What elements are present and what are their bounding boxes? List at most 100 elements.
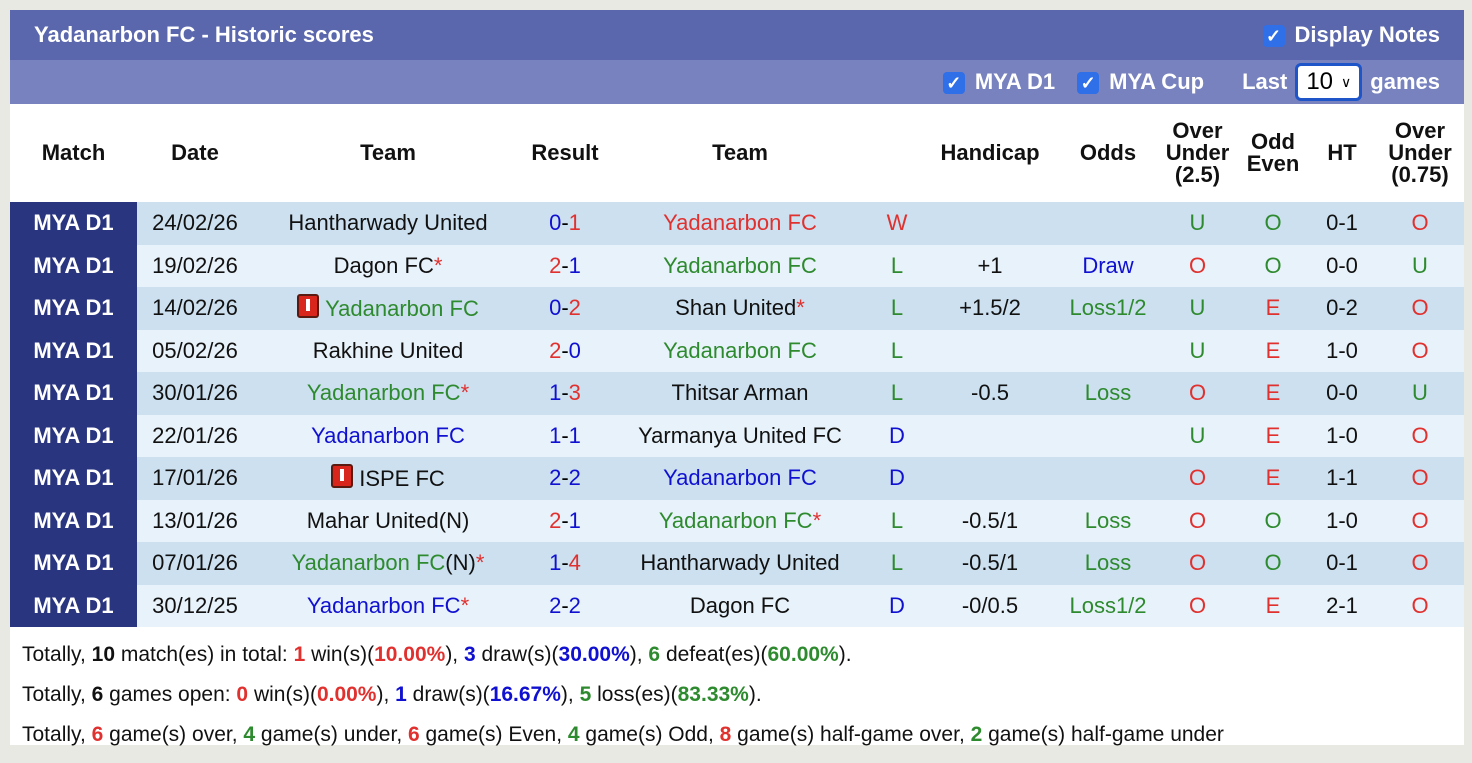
home-team-name[interactable]: Yadanarbon FC	[306, 380, 461, 406]
over-under-075: O	[1376, 287, 1464, 330]
ou2-value: O	[1411, 465, 1429, 491]
win-loss-value: L	[890, 337, 904, 363]
win-loss: D	[873, 584, 921, 627]
away-team-name[interactable]: Shan United	[675, 295, 797, 321]
odd-even: E	[1238, 372, 1308, 415]
result[interactable]: 1-3	[523, 372, 607, 415]
home-score[interactable]: 0	[549, 295, 562, 321]
half-time-score: 0-0	[1308, 244, 1376, 287]
home-score[interactable]: 2	[549, 337, 562, 363]
over-under-25: U	[1157, 202, 1238, 245]
summary-segment: draw(s)(	[406, 683, 490, 706]
away-score[interactable]: 2	[568, 295, 581, 321]
home-score[interactable]: 1	[549, 422, 562, 448]
home-score[interactable]: 2	[549, 507, 562, 533]
away-score[interactable]: 1	[568, 210, 581, 236]
summary-segment: ).	[748, 683, 762, 706]
home-team-name[interactable]: Yadanarbon FC	[306, 592, 461, 618]
checkbox-checked-icon[interactable]: ✓	[1077, 72, 1100, 95]
away-team-name[interactable]: Dagon FC	[689, 592, 791, 618]
checkbox-checked-icon[interactable]: ✓	[1262, 25, 1285, 48]
match-league[interactable]: MYA D1	[10, 542, 137, 585]
result[interactable]: 2-1	[523, 244, 607, 287]
filter-label: MYA Cup	[1109, 69, 1205, 94]
filter-mya-d1[interactable]: ✓ MYA D1	[942, 69, 1055, 95]
odds-result	[1059, 329, 1157, 372]
odd-even: O	[1238, 202, 1308, 245]
home-team-name[interactable]: Hantharwady United	[288, 210, 488, 236]
away-team-name[interactable]: Yadanarbon FC	[663, 337, 817, 363]
games-count-select[interactable]: 10 ∨	[1295, 63, 1363, 101]
home-score[interactable]: 1	[549, 380, 562, 406]
table-row: MYA D1 17/01/26 ISPE FC 2-2 Yadanarbon F…	[10, 457, 1464, 500]
home-team-name[interactable]: Yadanarbon FC	[325, 296, 479, 322]
win-loss-value: L	[890, 252, 904, 278]
match-league[interactable]: MYA D1	[10, 202, 137, 245]
star-marker: *	[460, 592, 470, 618]
historic-scores-panel: Yadanarbon FC - Historic scores ✓ Display…	[10, 10, 1464, 746]
column-header: Team	[360, 140, 416, 165]
win-loss-value: D	[889, 592, 905, 618]
handicap	[921, 457, 1059, 500]
oe-value: E	[1265, 422, 1281, 448]
result[interactable]: 2-2	[523, 584, 607, 627]
result[interactable]: 2-2	[523, 457, 607, 500]
match-league[interactable]: MYA D1	[10, 414, 137, 457]
home-team-name[interactable]: Dagon FC	[333, 252, 434, 278]
odds-value: Loss1/2	[1069, 592, 1147, 618]
away-score[interactable]: 4	[568, 550, 581, 576]
match-league[interactable]: MYA D1	[10, 584, 137, 627]
half-time-score: 1-0	[1308, 414, 1376, 457]
away-score[interactable]: 2	[568, 465, 581, 491]
match-league[interactable]: MYA D1	[10, 244, 137, 287]
result[interactable]: 2-1	[523, 499, 607, 542]
match-league[interactable]: MYA D1	[10, 457, 137, 500]
away-score[interactable]: 0	[568, 337, 581, 363]
home-team-name[interactable]: Rakhine United	[312, 337, 464, 363]
match-league[interactable]: MYA D1	[10, 287, 137, 330]
home-team-name[interactable]: Yadanarbon FC	[291, 550, 446, 576]
home-team-name[interactable]: Yadanarbon FC	[311, 422, 465, 448]
away-team-name[interactable]: Yadanarbon FC	[663, 465, 817, 491]
away-team-name[interactable]: Thitsar Arman	[671, 380, 809, 406]
result[interactable]: 2-0	[523, 329, 607, 372]
result[interactable]: 0-1	[523, 202, 607, 245]
over-under-075: O	[1376, 457, 1464, 500]
home-team: Yadanarbon FC*	[253, 584, 523, 627]
home-team: ISPE FC	[253, 457, 523, 500]
home-team-name[interactable]: Mahar United(N)	[306, 507, 470, 533]
away-team-name[interactable]: Yadanarbon FC	[658, 507, 813, 533]
filter-bar: ✓ MYA D1 ✓ MYA Cup Last 10 ∨ games	[10, 60, 1464, 104]
display-notes-toggle[interactable]: ✓ Display Notes	[1262, 22, 1440, 48]
away-score[interactable]: 3	[568, 380, 581, 406]
result[interactable]: 0-2	[523, 287, 607, 330]
away-team-name[interactable]: Yadanarbon FC	[663, 252, 817, 278]
away-score[interactable]: 1	[568, 507, 581, 533]
home-score[interactable]: 2	[549, 592, 562, 618]
home-team-name[interactable]: ISPE FC	[359, 466, 445, 492]
filter-mya-cup[interactable]: ✓ MYA Cup	[1077, 69, 1204, 95]
match-league[interactable]: MYA D1	[10, 499, 137, 542]
match-league[interactable]: MYA D1	[10, 329, 137, 372]
home-score[interactable]: 0	[549, 210, 562, 236]
odds-result: Draw	[1059, 244, 1157, 287]
away-score[interactable]: 1	[568, 252, 581, 278]
ou2-value: O	[1411, 210, 1429, 236]
score-separator: -	[561, 465, 569, 491]
match-league[interactable]: MYA D1	[10, 372, 137, 415]
column-header: Date	[171, 140, 219, 165]
summary-segment: 6	[91, 683, 104, 706]
away-team-name[interactable]: Yadanarbon FC	[663, 210, 817, 236]
home-score[interactable]: 2	[549, 252, 562, 278]
result[interactable]: 1-4	[523, 542, 607, 585]
away-team-name[interactable]: Hantharwady United	[640, 550, 840, 576]
result[interactable]: 1-1	[523, 414, 607, 457]
odds-result: Loss	[1059, 542, 1157, 585]
home-score[interactable]: 1	[549, 550, 562, 576]
away-score[interactable]: 2	[568, 592, 581, 618]
summary-segment: game(s) under,	[255, 723, 408, 746]
checkbox-checked-icon[interactable]: ✓	[942, 72, 965, 95]
away-team-name[interactable]: Yarmanya United FC	[638, 422, 842, 448]
away-score[interactable]: 1	[568, 422, 581, 448]
home-score[interactable]: 2	[549, 465, 562, 491]
